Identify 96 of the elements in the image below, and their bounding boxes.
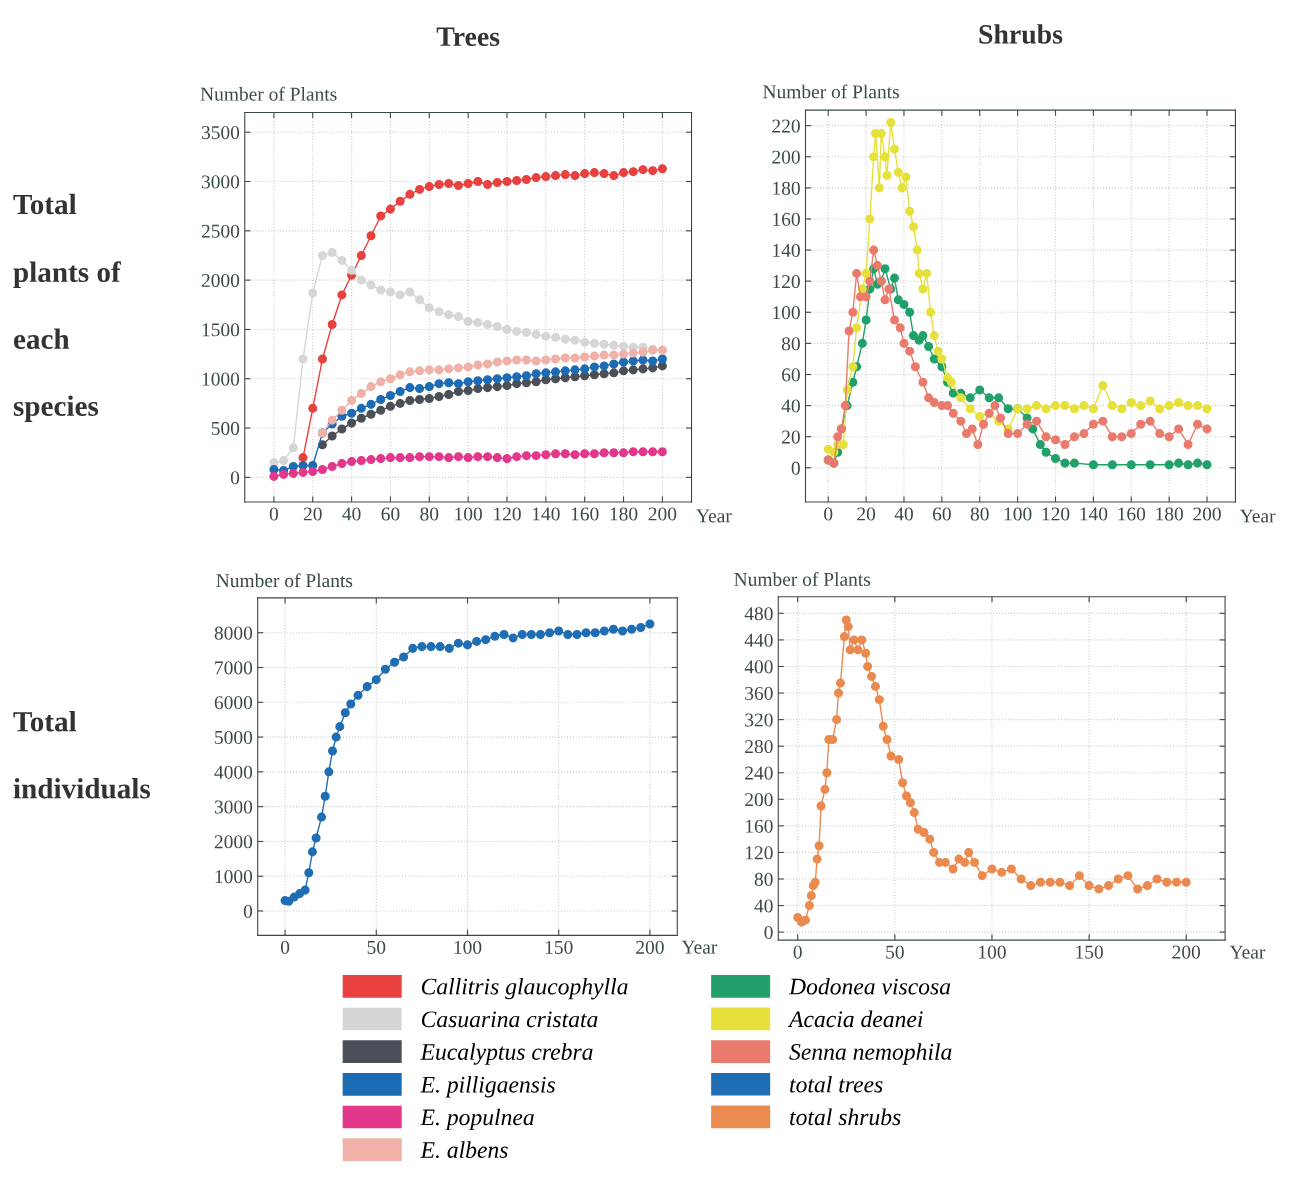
legend-label: Callitris glaucophylla bbox=[421, 977, 628, 1000]
x-tick-label: 0 bbox=[269, 507, 279, 521]
x-tick-label: 50 bbox=[367, 940, 386, 954]
x-tick-label: 200 bbox=[1172, 945, 1201, 959]
x-tick-label: 40 bbox=[894, 507, 913, 521]
x-tick-label: 180 bbox=[610, 507, 638, 521]
x-tick-label: 140 bbox=[1080, 507, 1108, 521]
x-tick-label: 150 bbox=[1076, 945, 1103, 959]
x-axis-title: Year bbox=[1239, 509, 1276, 523]
x-tick-label: 200 bbox=[636, 940, 664, 954]
y-tick-label: 160 bbox=[745, 819, 773, 833]
y-tick-label: 8000 bbox=[214, 626, 253, 640]
text: total trees bbox=[790, 1075, 883, 1093]
y-tick-label: 20 bbox=[782, 430, 800, 444]
x-tick-label: 0 bbox=[824, 507, 833, 521]
chart-title: Shrubs bbox=[979, 24, 1063, 44]
x-tick-label: 100 bbox=[979, 945, 1006, 959]
x-tick-label: 100 bbox=[455, 507, 482, 521]
x-tick-label: 160 bbox=[571, 507, 599, 521]
legend-label: Eucalyptus crebra bbox=[420, 1043, 593, 1065]
legend-label: Acacia deanei bbox=[787, 1010, 923, 1028]
y-tick-label: 0 bbox=[230, 471, 240, 485]
y-tick-label: 1000 bbox=[202, 372, 240, 386]
x-tick-label: 180 bbox=[1156, 507, 1183, 521]
y-axis-title: Number of Plants bbox=[216, 573, 353, 588]
x-tick-label: 20 bbox=[857, 507, 876, 521]
x-tick-label: 100 bbox=[454, 940, 482, 954]
x-tick-label: 140 bbox=[532, 507, 560, 521]
y-tick-label: 2500 bbox=[201, 224, 240, 238]
y-tick-label: 100 bbox=[773, 306, 800, 320]
y-tick-label: 60 bbox=[782, 368, 800, 382]
y-tick-label: 6000 bbox=[214, 696, 253, 710]
y-tick-label: 360 bbox=[745, 686, 773, 700]
y-axis-title: Number of Plants bbox=[734, 572, 871, 586]
legend-label: total shrubs bbox=[790, 1108, 901, 1126]
y-tick-label: 1500 bbox=[202, 323, 240, 337]
y-tick-label: 0 bbox=[243, 904, 253, 918]
y-tick-label: 0 bbox=[791, 461, 800, 475]
x-tick-label: 200 bbox=[648, 507, 677, 521]
text: Total plants of each species bbox=[13, 193, 122, 422]
y-tick-label: 200 bbox=[745, 793, 773, 807]
y-tick-label: 220 bbox=[772, 119, 800, 133]
y-tick-label: 160 bbox=[773, 212, 800, 226]
legend-label: Dodonea viscosa bbox=[788, 977, 951, 995]
legend-label: E. albens bbox=[420, 1141, 508, 1159]
y-tick-label: 180 bbox=[773, 181, 800, 195]
y-tick-label: 80 bbox=[781, 337, 800, 351]
x-tick-label: 150 bbox=[545, 940, 573, 954]
y-tick-label: 3000 bbox=[201, 175, 240, 189]
x-tick-label: 60 bbox=[932, 507, 951, 521]
y-tick-label: 120 bbox=[745, 846, 773, 860]
y-tick-label: 7000 bbox=[215, 661, 253, 675]
y-tick-label: 200 bbox=[772, 150, 800, 164]
y-tick-label: 2000 bbox=[214, 835, 253, 849]
legend-label: Senna nemophila bbox=[789, 1043, 952, 1065]
x-tick-label: 50 bbox=[886, 945, 904, 959]
y-tick-label: 40 bbox=[781, 399, 800, 413]
y-tick-label: 240 bbox=[745, 766, 773, 780]
x-tick-label: 20 bbox=[303, 507, 322, 521]
x-tick-label: 0 bbox=[280, 940, 290, 954]
x-tick-label: 80 bbox=[970, 507, 989, 521]
y-tick-label: 400 bbox=[744, 660, 773, 674]
legend-label: Casuarina cristata bbox=[421, 1011, 598, 1028]
x-tick-label: 160 bbox=[1118, 507, 1146, 521]
y-tick-label: 40 bbox=[754, 899, 773, 913]
x-tick-label: 120 bbox=[494, 507, 521, 521]
x-tick-label: 100 bbox=[1004, 507, 1032, 521]
x-tick-label: 60 bbox=[381, 507, 400, 521]
x-axis-title: Year bbox=[696, 509, 732, 523]
x-axis-title: Year bbox=[681, 940, 718, 954]
y-tick-label: 480 bbox=[744, 607, 773, 621]
text: Total individuals bbox=[13, 711, 151, 799]
y-tick-label: 440 bbox=[744, 633, 773, 647]
y-tick-label: 80 bbox=[754, 872, 773, 886]
y-tick-label: 2000 bbox=[201, 273, 240, 288]
y-tick-label: 1000 bbox=[215, 870, 253, 884]
legend-label: E. populnea bbox=[420, 1108, 534, 1131]
x-tick-label: 80 bbox=[420, 507, 439, 521]
y-axis-title: Number of Plants bbox=[763, 84, 899, 99]
y-tick-label: 0 bbox=[764, 925, 773, 940]
y-tick-label: 5000 bbox=[215, 730, 253, 745]
chart-title: Trees bbox=[436, 27, 500, 47]
x-tick-label: 120 bbox=[1042, 507, 1070, 521]
y-tick-label: 4000 bbox=[214, 765, 253, 779]
y-tick-label: 500 bbox=[211, 421, 240, 435]
x-tick-label: 40 bbox=[342, 507, 361, 521]
y-tick-label: 140 bbox=[773, 243, 800, 258]
x-tick-label: 200 bbox=[1193, 507, 1221, 521]
y-tick-label: 3500 bbox=[201, 126, 240, 140]
x-axis-title: Year bbox=[1229, 945, 1266, 959]
y-tick-label: 3000 bbox=[214, 800, 253, 814]
y-axis-title: Number of Plants bbox=[200, 86, 337, 101]
legend-label: E. pilligaensis bbox=[420, 1076, 555, 1098]
y-tick-label: 120 bbox=[773, 275, 800, 289]
y-tick-label: 280 bbox=[745, 739, 773, 754]
y-tick-label: 320 bbox=[745, 713, 773, 727]
